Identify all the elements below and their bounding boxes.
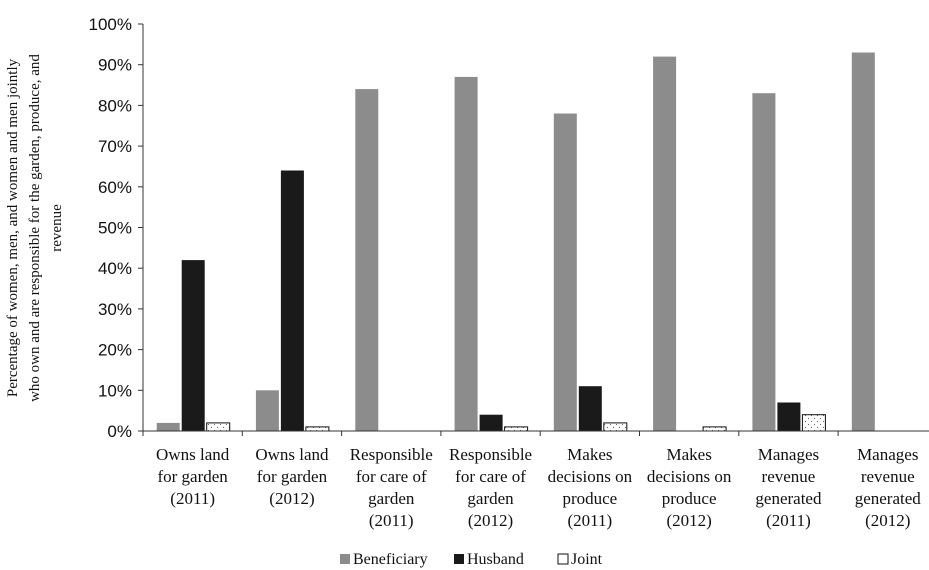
legend-label: Husband	[467, 551, 524, 568]
legend-label: Joint	[571, 551, 603, 568]
bar-beneficiary	[255, 390, 279, 431]
y-axis-label-line: who own and are responsible for the gard…	[27, 54, 43, 402]
y-axis-label-line: Percentage of women, men, and women and …	[5, 58, 21, 397]
bar-joint	[206, 422, 231, 432]
y-tick-label: 30%	[98, 300, 132, 319]
y-tick-label: 100%	[89, 15, 132, 34]
y-tick-label: 80%	[98, 96, 132, 115]
x-tick-label: Makes decisions on produce (2011)	[548, 445, 633, 530]
legend-label: Beneficiary	[353, 551, 428, 568]
bar-husband	[280, 170, 304, 431]
bar-husband	[578, 386, 602, 431]
bar-husband	[479, 414, 503, 431]
legend-swatch-husband	[454, 554, 464, 564]
bar-beneficiary	[653, 56, 677, 431]
x-tick-label: Owns land for garden (2011)	[156, 445, 230, 508]
x-tick-label: Responsible for care of garden (2011)	[350, 445, 433, 530]
y-axis-label: Percentage of women, men, and women and …	[5, 54, 65, 402]
bar-joint	[801, 414, 826, 432]
y-tick-label: 60%	[98, 178, 132, 197]
axes	[142, 24, 929, 436]
x-axis-tick-labels: Owns land for garden (2011) Owns land for ga…	[156, 445, 921, 530]
x-tick-label: Owns land for garden (2012)	[255, 445, 329, 508]
bar-beneficiary	[454, 76, 478, 432]
y-tick-label: 70%	[98, 137, 132, 156]
bar-joint	[504, 426, 529, 432]
y-axis-label-line: revenue	[49, 204, 65, 252]
bar-beneficiary	[752, 93, 776, 431]
x-tick-label: Responsible for care of garden (2012)	[449, 445, 532, 530]
bar-joint	[603, 422, 628, 432]
y-tick-label: 20%	[98, 341, 132, 360]
bars	[156, 52, 875, 432]
bar-beneficiary	[355, 89, 379, 431]
bar-husband	[777, 402, 801, 431]
bar-beneficiary	[851, 52, 875, 431]
x-tick-label: Manages revenue generated (2012)	[855, 445, 922, 530]
legend: Beneficiary Husband Joint	[340, 551, 603, 568]
bar-beneficiary	[553, 113, 577, 431]
bar-joint	[305, 426, 330, 432]
legend-swatch-beneficiary	[340, 554, 350, 564]
legend-swatch-joint	[557, 553, 569, 565]
y-tick-label: 50%	[98, 219, 132, 238]
y-axis-ticks: 0% 10% 20% 30% 40% 50% 60% 70% 80% 90% 100%	[89, 15, 143, 441]
bar-husband	[181, 260, 205, 431]
y-tick-label: 10%	[98, 381, 132, 400]
x-tick-label: Makes decisions on produce (2012)	[647, 445, 732, 530]
y-tick-label: 0%	[107, 422, 132, 441]
x-tick-label: Manages revenue generated (2011)	[755, 445, 822, 530]
bar-beneficiary	[156, 422, 180, 431]
y-tick-label: 90%	[98, 56, 132, 75]
y-tick-label: 40%	[98, 259, 132, 278]
bar-joint	[702, 426, 727, 432]
